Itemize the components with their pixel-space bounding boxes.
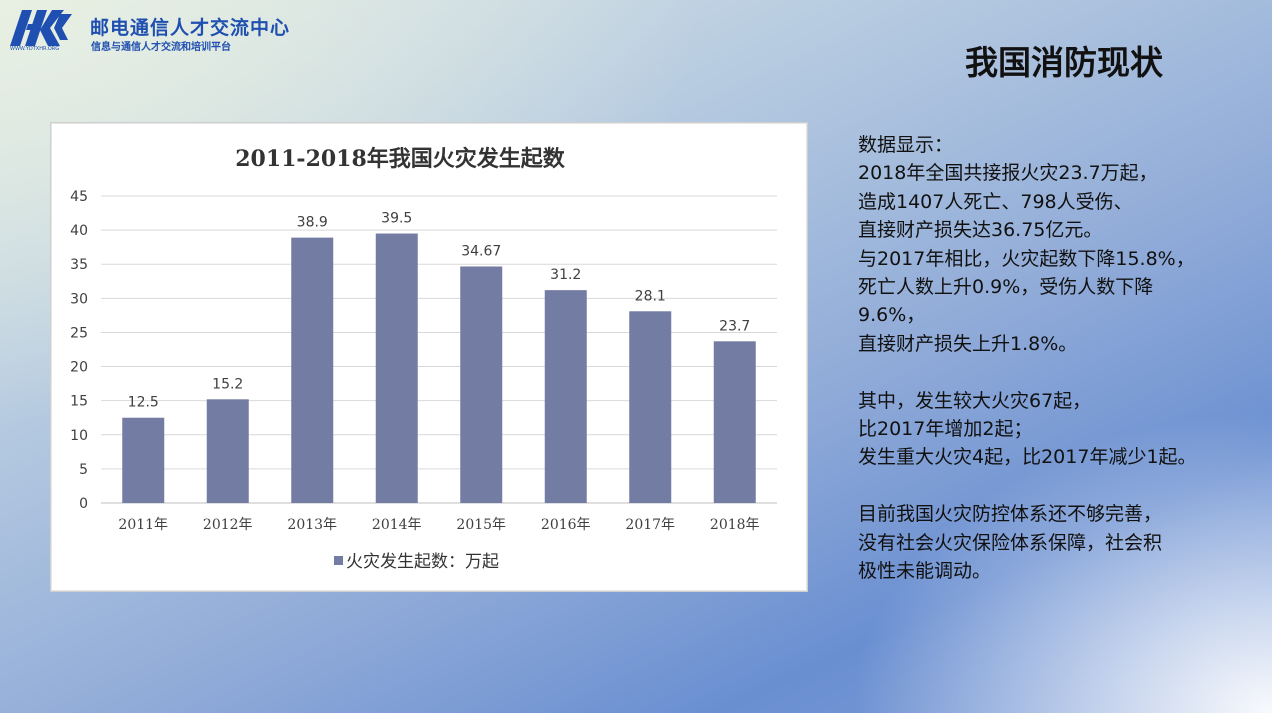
- bars: [122, 233, 756, 504]
- description-line: 造成1407人死亡、798人受伤、: [858, 190, 1133, 213]
- x-tick-label: 2015年: [456, 517, 506, 533]
- description-line: 与2017年相比，火灾起数下降15.8%，: [858, 247, 1195, 270]
- page-title: 我国消防现状: [965, 43, 1163, 82]
- data-label: 23.7: [719, 318, 750, 334]
- description-line: 比2017年增加2起；: [858, 418, 1033, 441]
- y-axis-ticks: 0 5 10 15 20 25 30 35 40 45: [70, 189, 88, 512]
- y-tick-label: 10: [70, 428, 88, 444]
- logo-url: WWW.YDTXHR.ORG: [10, 46, 60, 52]
- bar: [375, 233, 418, 503]
- x-tick-label: 2016年: [541, 517, 591, 533]
- description-line: 9.6%，: [858, 304, 926, 327]
- description-line: 直接财产损失上升1.8%。: [858, 332, 1078, 355]
- description-line: 没有社会火灾保险体系保障，社会积: [858, 531, 1163, 554]
- description-line: 数据显示：: [858, 134, 954, 156]
- description-line: 极性未能调动。: [858, 560, 992, 583]
- logo-name: 邮电通信人才交流中心: [90, 17, 291, 39]
- y-tick-label: 5: [79, 462, 88, 478]
- data-label: 39.5: [381, 211, 412, 227]
- paragraph-gap: [858, 358, 1268, 386]
- logo: WWW.YDTXHR.ORG 邮电通信人才交流中心 信息与通信人才交流和培训平台: [8, 10, 308, 56]
- x-tick-label: 2012年: [203, 517, 253, 533]
- data-label: 15.2: [212, 376, 243, 392]
- y-tick-label: 30: [70, 291, 88, 307]
- data-label: 31.2: [550, 267, 581, 283]
- bar: [122, 417, 165, 503]
- description-line: 2018年全国共接报火灾23.7万起，: [858, 162, 1158, 185]
- legend-label: 火灾发生起数：万起: [346, 552, 499, 572]
- bar: [460, 266, 503, 503]
- data-label: 28.1: [635, 288, 666, 304]
- description-line: 发生重大火灾4起，比2017年减少1起。: [858, 446, 1197, 469]
- bar: [713, 341, 756, 503]
- y-tick-label: 35: [70, 257, 88, 273]
- x-tick-label: 2014年: [372, 517, 422, 533]
- y-tick-label: 0: [79, 496, 88, 512]
- description-line: 直接财产损失达36.75亿元。: [858, 219, 1103, 242]
- data-label: 12.5: [128, 395, 159, 411]
- description-line: 死亡人数上升0.9%，受伤人数下降: [858, 276, 1154, 299]
- y-tick-label: 20: [70, 360, 88, 376]
- y-tick-label: 40: [70, 223, 88, 239]
- y-tick-label: 25: [70, 325, 88, 341]
- logo-mark-icon: [10, 10, 72, 46]
- chart-title: 2011-2018年我国火灾发生起数: [235, 146, 566, 172]
- y-tick-label: 15: [70, 394, 88, 410]
- bar: [544, 290, 587, 503]
- data-label: 34.67: [461, 243, 501, 259]
- data-label: 38.9: [297, 215, 328, 231]
- x-tick-label: 2011年: [118, 517, 168, 533]
- legend-swatch: [334, 556, 343, 565]
- x-axis-ticks: 2011年 2012年 2013年 2014年 2015年 2016年 2017年 2018年: [118, 517, 759, 533]
- logo-subtitle: 信息与通信人才交流和培训平台: [91, 42, 231, 53]
- x-tick-label: 2017年: [625, 517, 675, 533]
- description-line: 其中，发生较大火灾67起，: [858, 389, 1092, 412]
- description-text: 数据显示： 2018年全国共接报火灾23.7万起， 造成1407人死亡、798人受伤…: [858, 131, 1268, 585]
- legend: 火灾发生起数：万起: [334, 552, 499, 572]
- paragraph-gap: [858, 472, 1268, 500]
- bar: [206, 399, 249, 503]
- data-labels: 12.5 15.2 38.9 39.5 34.67 31.2 28.1 23.7: [128, 211, 751, 411]
- bar: [291, 237, 334, 504]
- chart-svg: 2011-2018年我国火灾发生起数 0 5 10 15 20 25 30 35 40 45 12…: [70, 146, 777, 572]
- y-tick-label: 45: [70, 189, 88, 205]
- description-line: 目前我国火灾防控体系还不够完善，: [858, 503, 1163, 526]
- grid-lines: [101, 195, 777, 504]
- bar-chart: 2011-2018年我国火灾发生起数 0 5 10 15 20 25 30 35 40 45 12…: [50, 122, 808, 592]
- x-tick-label: 2013年: [287, 517, 337, 533]
- bar: [629, 311, 672, 503]
- x-tick-label: 2018年: [710, 517, 760, 533]
